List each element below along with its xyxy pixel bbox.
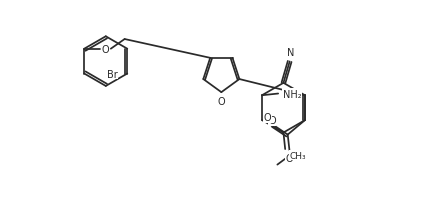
Text: O: O <box>217 96 225 106</box>
Text: O: O <box>264 113 271 123</box>
Text: Br: Br <box>107 69 118 79</box>
Text: NH₂: NH₂ <box>283 89 301 99</box>
Text: N: N <box>287 48 295 58</box>
Text: O: O <box>102 44 109 54</box>
Text: O: O <box>268 116 276 125</box>
Text: O: O <box>286 153 293 163</box>
Text: CH₃: CH₃ <box>289 151 306 160</box>
